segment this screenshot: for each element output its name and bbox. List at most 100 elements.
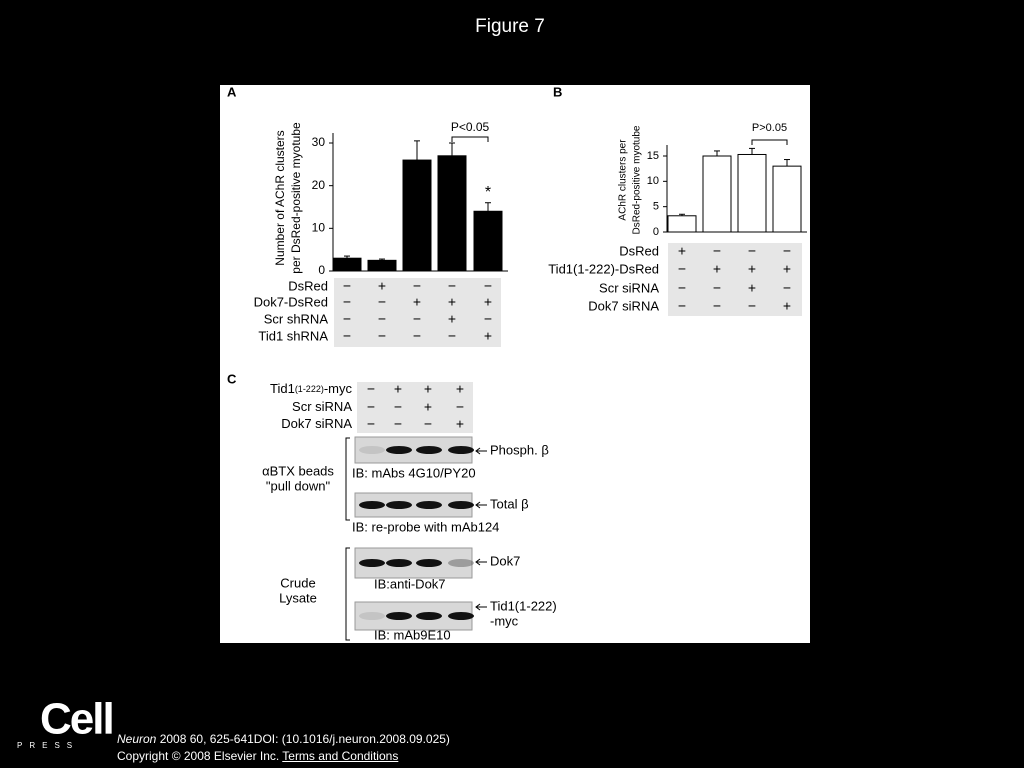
- blot-band: [448, 501, 474, 509]
- condition-symbol: −: [367, 416, 375, 432]
- blot-band: [386, 501, 412, 509]
- condition-symbol: −: [343, 294, 351, 310]
- panel-label: A: [227, 84, 237, 99]
- blot-target: Total β: [490, 496, 529, 511]
- condition-symbol: +: [448, 311, 456, 327]
- condition-label: Dok7 siRNA: [588, 298, 659, 313]
- blot-band: [359, 446, 385, 454]
- condition-symbol: −: [748, 243, 756, 259]
- blot-target: Phosph. β: [490, 442, 549, 457]
- blot-caption: IB: mAb9E10: [374, 627, 451, 642]
- condition-symbol: −: [367, 381, 375, 397]
- condition-symbol: −: [456, 399, 464, 415]
- condition-symbol: +: [413, 294, 421, 310]
- figure-title: Figure 7: [475, 16, 545, 37]
- condition-label: DsRed: [288, 278, 328, 293]
- blot-band: [416, 446, 442, 454]
- condition-symbol: −: [367, 399, 375, 415]
- y-tick-label: 5: [653, 201, 659, 213]
- condition-symbol: +: [484, 328, 492, 344]
- condition-label: Scr siRNA: [292, 399, 352, 414]
- blot-band: [448, 446, 474, 454]
- y-axis-label: Number of AChR clusters: [273, 130, 287, 265]
- condition-symbol: +: [783, 261, 791, 277]
- arrow: [475, 447, 487, 455]
- arrow: [475, 558, 487, 566]
- group-bracket: [345, 437, 350, 521]
- condition-label: Tid1(1-222)-DsRed: [548, 261, 659, 276]
- condition-symbol: +: [456, 381, 464, 397]
- condition-label: Tid1 shRNA: [258, 328, 328, 343]
- condition-label: Scr siRNA: [599, 280, 659, 295]
- condition-symbol: −: [424, 416, 432, 432]
- condition-symbol: −: [713, 280, 721, 296]
- group-label: "pull down": [266, 478, 331, 493]
- blot-caption: IB:anti-Dok7: [374, 576, 446, 591]
- y-axis-label: per DsRed-positive myotube: [289, 122, 303, 274]
- blot-target: Tid1(1-222): [490, 598, 557, 613]
- label-part: Dok7 siRNA: [281, 416, 352, 431]
- condition-symbol: −: [413, 328, 421, 344]
- condition-label: DsRed: [619, 243, 659, 258]
- condition-symbol: −: [394, 399, 402, 415]
- y-tick-label: 10: [312, 221, 326, 235]
- condition-symbol: +: [748, 280, 756, 296]
- condition-symbol: −: [448, 278, 456, 294]
- group-label: Lysate: [279, 590, 317, 605]
- condition-symbol: +: [378, 278, 386, 294]
- citation: 2008 60, 625-641DOI: (10.1016/j.neuron.2…: [159, 732, 450, 746]
- blot-band: [416, 612, 442, 620]
- terms-link[interactable]: Terms and Conditions: [282, 749, 399, 763]
- condition-symbol: −: [343, 278, 351, 294]
- y-tick-label: 20: [312, 178, 326, 192]
- bar: [473, 210, 503, 272]
- arrow: [475, 603, 487, 611]
- footer: Neuron 2008 60, 625-641DOI: (10.1016/j.n…: [117, 731, 450, 765]
- logo-cell: Cell: [40, 695, 113, 744]
- condition-symbol: +: [783, 298, 791, 314]
- condition-symbol: −: [394, 416, 402, 432]
- logo-press: PRESS: [17, 741, 79, 750]
- blot-band: [448, 612, 474, 620]
- group-bracket: [345, 547, 350, 641]
- condition-symbol: −: [448, 328, 456, 344]
- condition-symbol: +: [678, 243, 686, 259]
- condition-symbol: −: [783, 280, 791, 296]
- condition-symbol: +: [424, 399, 432, 415]
- bar: [402, 159, 432, 272]
- copyright-line: Copyright © 2008 Elsevier Inc. Terms and …: [117, 748, 450, 765]
- condition-symbol: −: [678, 298, 686, 314]
- citation-line: Neuron 2008 60, 625-641DOI: (10.1016/j.n…: [117, 731, 450, 748]
- condition-label: Tid1(1-222)-myc: [270, 381, 352, 396]
- label-part: Scr siRNA: [292, 399, 352, 414]
- label-part: -myc: [324, 381, 353, 396]
- condition-symbol: +: [748, 261, 756, 277]
- blot-band: [386, 559, 412, 567]
- blot-caption: IB: mAbs 4G10/PY20: [352, 465, 476, 480]
- blot-band: [386, 446, 412, 454]
- condition-label: Dok7-DsRed: [254, 294, 328, 309]
- arrow: [475, 501, 487, 509]
- blot-band: [416, 501, 442, 509]
- condition-label: Scr shRNA: [264, 311, 329, 326]
- annotation: P>0.05: [752, 122, 787, 134]
- blot-band: [359, 501, 385, 509]
- journal: Neuron: [117, 732, 157, 746]
- condition-symbol: −: [378, 294, 386, 310]
- bar: [702, 155, 732, 233]
- bar: [772, 165, 802, 233]
- annotation: P<0.05: [451, 120, 490, 134]
- condition-symbol: −: [678, 261, 686, 277]
- group-label: αBTX beads: [262, 463, 334, 478]
- blot-band: [416, 559, 442, 567]
- condition-symbol: −: [378, 328, 386, 344]
- condition-symbol: −: [783, 243, 791, 259]
- bar: [737, 153, 767, 233]
- panel-label: B: [553, 84, 562, 99]
- condition-symbol: −: [378, 311, 386, 327]
- condition-label: Dok7 siRNA: [281, 416, 352, 431]
- condition-symbol: +: [448, 294, 456, 310]
- panel-label: C: [227, 371, 237, 386]
- blot-band: [386, 612, 412, 620]
- y-tick-label: 0: [653, 226, 659, 238]
